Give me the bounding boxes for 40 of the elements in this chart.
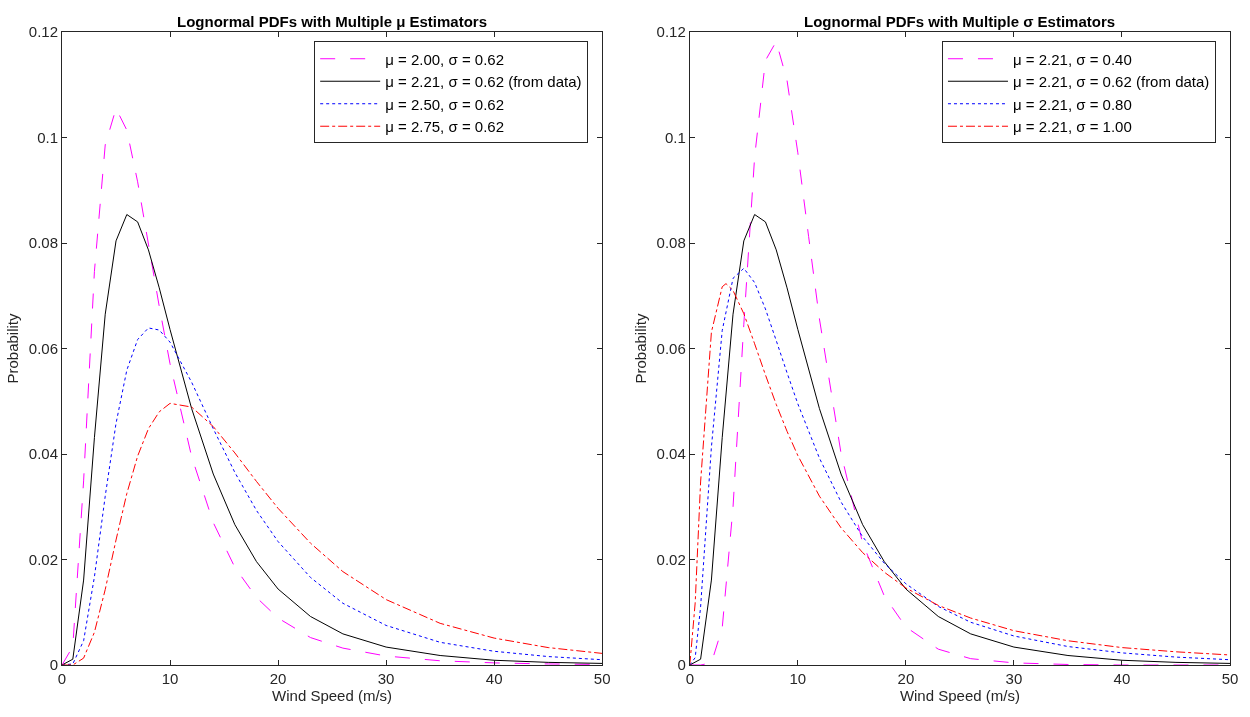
x-axis-title: Wind Speed (m/s) (899, 687, 1020, 704)
chart-title: Lognormal PDFs with Multiple σ Estimators (804, 13, 1116, 30)
x-tick-label: 40 (1113, 670, 1131, 687)
y-tick-label: 0.02 (656, 550, 686, 568)
legend-label: μ = 2.21, σ = 0.40 (1012, 50, 1132, 68)
y-tick-label: 0.02 (28, 550, 58, 568)
y-tick-label: 0.08 (28, 234, 58, 252)
x-tick-label: 20 (269, 670, 287, 687)
x-tick-label: 50 (593, 670, 611, 687)
legend-label: μ = 2.21, σ = 0.62 (from data) (385, 73, 582, 91)
x-tick-label: 50 (1221, 670, 1239, 687)
y-tick-label: 0 (49, 656, 58, 674)
x-tick-label: 10 (789, 670, 807, 687)
y-tick-label: 0.04 (656, 445, 686, 463)
y-axis-title: Probability (631, 312, 649, 384)
y-tick-label: 0.1 (664, 128, 686, 146)
legend-label: μ = 2.21, σ = 0.80 (1012, 95, 1132, 113)
legend-label: μ = 2.75, σ = 0.62 (385, 118, 505, 136)
y-tick-label: 0.06 (656, 339, 686, 357)
x-tick-label: 20 (897, 670, 915, 687)
y-tick-label: 0.08 (656, 234, 686, 252)
y-axis-title: Probability (4, 312, 22, 384)
x-axis-title: Wind Speed (m/s) (272, 687, 393, 704)
y-tick-label: 0.04 (28, 445, 58, 463)
legend-label: μ = 2.50, σ = 0.62 (385, 95, 505, 113)
y-tick-label: 0.12 (656, 23, 686, 41)
legend-label: μ = 2.00, σ = 0.62 (385, 50, 505, 68)
chart-title: Lognormal PDFs with Multiple μ Estimators (177, 13, 488, 30)
y-tick-label: 0.12 (28, 23, 58, 41)
x-tick-label: 30 (377, 670, 395, 687)
x-tick-label: 30 (1005, 670, 1023, 687)
line-series (62, 402, 603, 665)
line-series (62, 214, 603, 665)
legend-label: μ = 2.21, σ = 0.62 (from data) (1012, 73, 1210, 91)
x-tick-label: 10 (161, 670, 179, 687)
x-tick-label: 40 (485, 670, 503, 687)
legend-label: μ = 2.21, σ = 1.00 (1012, 118, 1132, 136)
y-tick-label: 0.1 (37, 128, 58, 146)
y-tick-label: 0.06 (28, 339, 58, 357)
y-tick-label: 0 (677, 656, 686, 674)
